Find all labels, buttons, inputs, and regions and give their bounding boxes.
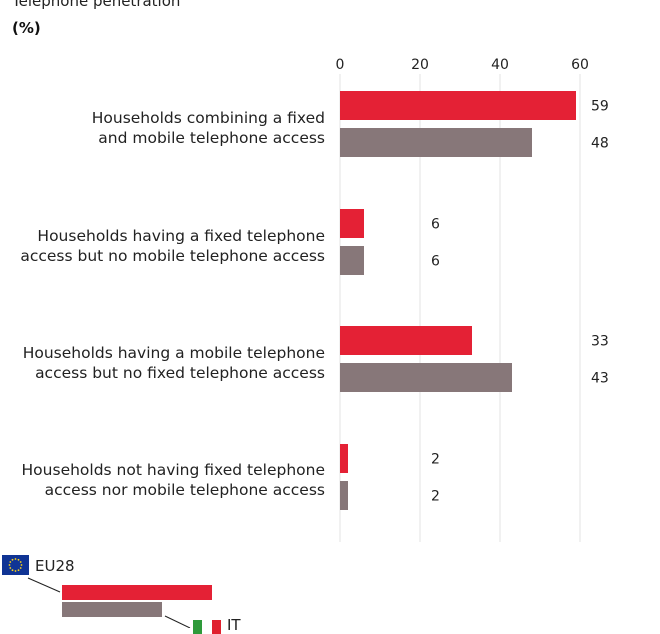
eu-star [11,569,14,572]
category-label-line: access but no fixed telephone access [35,364,325,382]
bar-eu28 [340,246,364,275]
data-label: 48 [591,136,609,152]
data-label: 33 [591,334,609,350]
legend-sample [27,577,212,628]
legend-bar-it [62,585,212,600]
data-label: 43 [591,371,609,387]
eu-star [8,564,11,566]
category-label-line: Households having a mobile telephone [22,344,325,362]
eu-star [17,558,20,561]
x-tick-label: 20 [411,57,429,73]
legend-connector-it [164,615,191,628]
bar-eu28 [340,481,348,510]
category-label-line: Households not having fixed telephone [21,461,325,479]
category-label-line: Households having a fixed telephone [37,227,325,245]
eu-star [14,570,17,572]
eu-star [19,561,22,563]
bar-it [340,209,364,238]
eu-star [14,558,17,560]
category-label: Households having a fixed telephone acces… [0,226,325,266]
data-label: 2 [431,489,440,505]
x-tick-label: 0 [336,57,345,73]
legend-connector-eu [27,577,61,593]
data-label: 2 [431,452,440,468]
eu-star [9,567,12,569]
bar-eu28 [340,363,512,392]
data-label: 6 [431,217,440,233]
bar-it [340,326,472,355]
x-tick-label: 40 [491,57,509,73]
x-tick-label: 60 [571,57,589,73]
legend-label-eu28: EU28 [35,557,75,575]
eu-star [19,567,22,569]
data-label: 6 [431,254,440,270]
eu-star [20,564,23,566]
bar-eu28 [340,128,532,157]
bar-it [340,91,576,120]
category-label: Households not having fixed telephone acc… [0,460,325,500]
legend-bar-eu [62,602,162,617]
category-label-line: Households combining a fixed [91,109,325,127]
bar-it [340,444,348,473]
eu-star [11,558,14,561]
chart-title: Telephone penetration [12,0,181,10]
chart-unit: (%) [12,19,41,37]
category-label-line: access nor mobile telephone access [44,481,325,499]
data-label: 59 [591,99,609,115]
category-label-line: and mobile telephone access [98,129,325,147]
eu-star [9,561,12,563]
legend-label-it: IT [227,616,241,634]
category-label: Households combining a fixed and mobile t… [0,108,325,148]
it-flag-icon [193,620,221,634]
category-label: Households having a mobile telephone acce… [0,343,325,383]
eu-flag-icon [2,555,29,575]
category-label-line: access but no mobile telephone access [20,247,325,265]
eu-star [17,569,20,572]
